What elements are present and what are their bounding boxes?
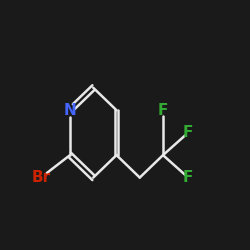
Text: F: F xyxy=(183,125,194,140)
Text: F: F xyxy=(158,103,168,118)
Text: N: N xyxy=(64,103,76,118)
Text: Br: Br xyxy=(32,170,50,185)
Text: F: F xyxy=(183,170,194,185)
